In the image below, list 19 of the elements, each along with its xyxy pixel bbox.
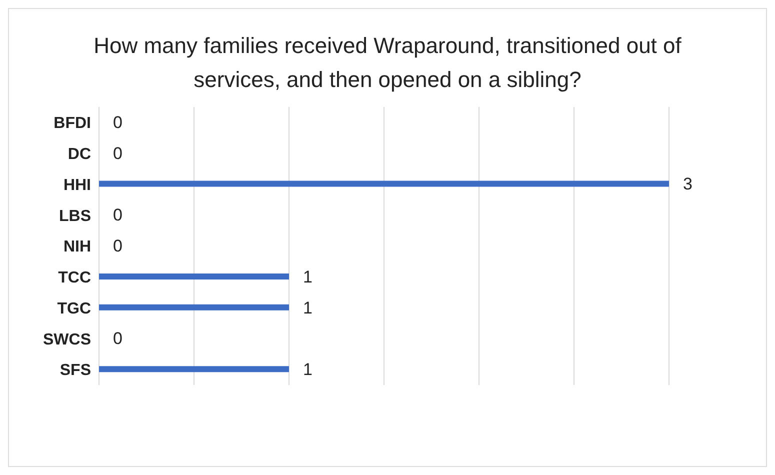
data-label: 1	[303, 267, 312, 286]
data-label: 1	[303, 360, 312, 380]
data-label: 1	[303, 298, 312, 318]
y-tick-label: SWCS	[43, 331, 92, 348]
y-tick-label: BFDI	[54, 115, 91, 132]
y-tick-label: SFS	[60, 362, 92, 380]
y-tick-label: DC	[68, 146, 92, 164]
data-label: 0	[113, 144, 122, 163]
data-label: 3	[683, 174, 692, 194]
data-label: 0	[113, 329, 122, 348]
y-tick-label: HHI	[63, 176, 91, 194]
chart-title: How many families received Wraparound, transitioned out of services, and then opened on a sibling?	[92, 32, 682, 94]
data-label: 0	[113, 206, 122, 225]
data-label: 0	[113, 236, 122, 256]
data-label: 0	[113, 112, 122, 132]
y-tick-label: NIH	[63, 238, 91, 256]
y-tick-label: TCC	[58, 270, 92, 287]
y-tick-label: TGC	[57, 300, 92, 318]
y-tick-label: LBS	[59, 208, 92, 225]
